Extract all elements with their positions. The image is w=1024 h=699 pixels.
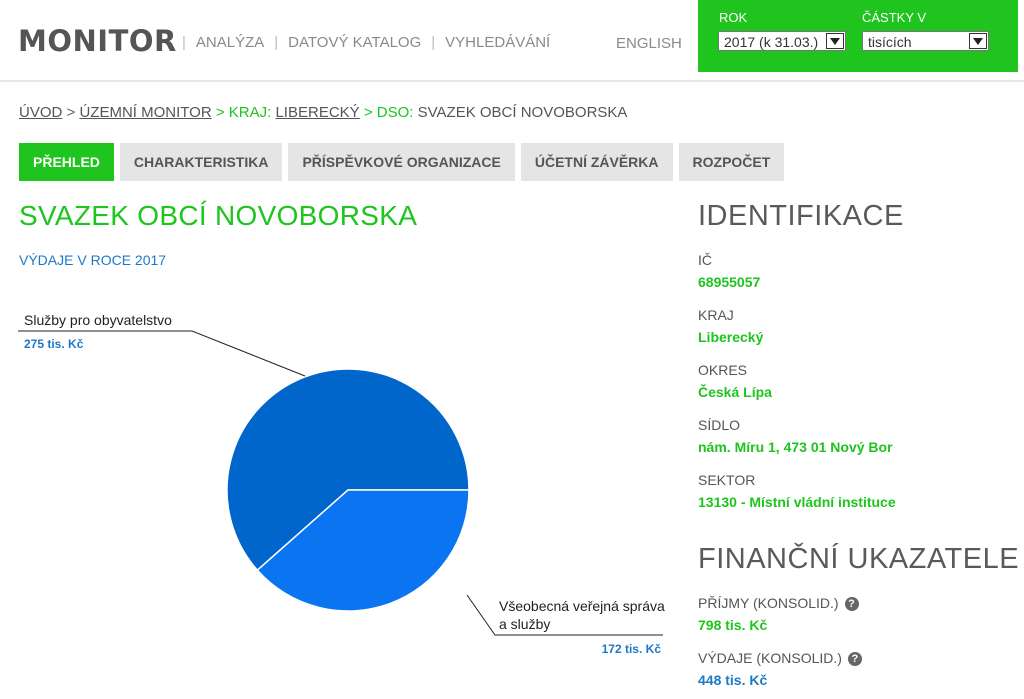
amount-select[interactable]: tisících: [862, 31, 989, 51]
slice-1-label-line2: a služby: [499, 616, 550, 632]
breadcrumb-dso-prefix: DSO:: [376, 104, 414, 121]
seat-value: nám. Míru 1, 473 01 Nový Bor: [698, 439, 893, 455]
breadcrumb-region[interactable]: LIBERECKÝ: [275, 104, 360, 121]
help-icon[interactable]: ?: [847, 652, 862, 666]
breadcrumb-home[interactable]: ÚVOD: [19, 104, 63, 121]
pie-slice-1[interactable]: [256, 489, 470, 612]
identification-heading: IDENTIFIKACE: [698, 200, 904, 232]
site-logo[interactable]: MONITOR: [18, 24, 177, 58]
breadcrumb-current: SVAZEK OBCÍ NOVOBORSKA: [417, 104, 628, 121]
slice-1-label-line1: Všeobecná veřejná správa: [499, 598, 665, 614]
nav-vyhledavani[interactable]: VYHLEDÁVÁNÍ: [445, 34, 551, 51]
top-header: MONITOR | ANALÝZA | DATOVÝ KATALOG | VYH…: [0, 0, 1024, 82]
tab-prispevkove-organizace[interactable]: PŘÍSPĚVKOVÉ ORGANIZACE: [288, 143, 515, 181]
nav-separator: |: [182, 34, 186, 51]
amount-label: ČÁSTKY V: [862, 10, 927, 25]
slice-0-label: Služby pro obyvatelstvo: [24, 312, 172, 328]
breadcrumb-separator: >: [66, 104, 76, 121]
nav-separator: |: [431, 34, 436, 51]
district-label: OKRES: [698, 362, 748, 378]
financial-heading: FINANČNÍ UKAZATELE: [698, 543, 1020, 575]
help-icon[interactable]: ?: [844, 597, 859, 611]
income-label-row: PŘÍJMY (KONSOLID.)?: [698, 595, 859, 611]
nav-datovy-katalog[interactable]: DATOVÝ KATALOG: [288, 34, 422, 51]
region-value: Liberecký: [698, 329, 764, 345]
slice-0-value: 275 tis. Kč: [24, 337, 84, 351]
year-select-value: 2017 (k 31.03.): [724, 34, 819, 50]
amount-select-value: tisících: [868, 34, 912, 50]
breadcrumb-separator: >: [215, 104, 225, 121]
breadcrumb-territorial-monitor[interactable]: ÚZEMNÍ MONITOR: [79, 104, 212, 121]
income-value: 798 tis. Kč: [698, 617, 768, 633]
slice-1-value: 172 tis. Kč: [602, 642, 662, 656]
district-value: Česká Lípa: [698, 384, 772, 400]
seat-label: SÍDLO: [698, 417, 741, 433]
chevron-down-icon: [826, 33, 844, 49]
income-label: PŘÍJMY (KONSOLID.): [698, 595, 839, 611]
chart-subtitle: VÝDAJE V ROCE 2017: [19, 252, 167, 268]
tab-ucetni-zaverka[interactable]: ÚČETNÍ ZÁVĚRKA: [520, 143, 673, 181]
tab-bar: PŘEHLED CHARAKTERISTIKA PŘÍSPĚVKOVÉ ORGA…: [19, 143, 790, 181]
year-label: ROK: [719, 10, 748, 25]
sector-label: SEKTOR: [698, 472, 756, 488]
nav-analyza[interactable]: ANALÝZA: [195, 34, 265, 51]
tab-rozpocet[interactable]: ROZPOČET: [678, 143, 785, 181]
sector-value: 13130 - Místní vládní instituce: [698, 494, 896, 510]
expense-label: VÝDAJE (KONSOLID.): [698, 650, 842, 666]
nav-separator: |: [274, 34, 279, 51]
pie-slice-0[interactable]: [226, 368, 470, 572]
breadcrumb-separator: >: [363, 104, 373, 121]
breadcrumb-region-prefix: KRAJ:: [228, 104, 272, 121]
expense-label-row: VÝDAJE (KONSOLID.)?: [698, 650, 862, 666]
chevron-down-icon: [969, 33, 987, 49]
filter-panel: ROK 2017 (k 31.03.) ČÁSTKY V tisících: [698, 0, 1018, 72]
tab-prehled[interactable]: PŘEHLED: [19, 143, 114, 181]
ic-value: 68955057: [698, 274, 761, 290]
leader-line-slice-1: [466, 594, 663, 636]
language-switch[interactable]: ENGLISH: [616, 35, 682, 52]
tab-charakteristika[interactable]: CHARAKTERISTIKA: [119, 143, 283, 181]
year-select[interactable]: 2017 (k 31.03.): [718, 31, 846, 51]
expenses-pie-chart: Služby pro obyvatelstvo 275 tis. Kč Všeo…: [18, 312, 665, 656]
region-label: KRAJ: [698, 307, 734, 323]
breadcrumb: ÚVOD > ÚZEMNÍ MONITOR > KRAJ: LIBERECKÝ …: [19, 104, 627, 121]
expense-value: 448 tis. Kč: [698, 672, 768, 688]
leader-line-slice-0: [18, 330, 306, 377]
page-title: SVAZEK OBCÍ NOVOBORSKA: [19, 200, 418, 231]
main-nav: | ANALÝZA | DATOVÝ KATALOG | VYHLEDÁVÁNÍ: [182, 34, 560, 51]
ic-label: IČ: [698, 252, 712, 268]
